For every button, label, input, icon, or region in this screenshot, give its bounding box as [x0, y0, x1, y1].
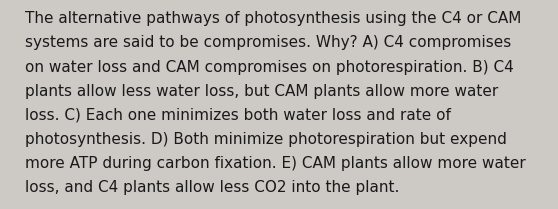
Text: on water loss and CAM compromises on photorespiration. B) C4: on water loss and CAM compromises on pho… — [25, 60, 513, 75]
Text: loss, and C4 plants allow less CO2 into the plant.: loss, and C4 plants allow less CO2 into … — [25, 181, 399, 195]
Text: The alternative pathways of photosynthesis using the C4 or CAM: The alternative pathways of photosynthes… — [25, 11, 521, 26]
Text: systems are said to be compromises. Why? A) C4 compromises: systems are said to be compromises. Why?… — [25, 36, 511, 51]
Text: photosynthesis. D) Both minimize photorespiration but expend: photosynthesis. D) Both minimize photore… — [25, 132, 507, 147]
Text: plants allow less water loss, but CAM plants allow more water: plants allow less water loss, but CAM pl… — [25, 84, 498, 99]
Text: more ATP during carbon fixation. E) CAM plants allow more water: more ATP during carbon fixation. E) CAM … — [25, 156, 526, 171]
Text: loss. C) Each one minimizes both water loss and rate of: loss. C) Each one minimizes both water l… — [25, 108, 450, 123]
